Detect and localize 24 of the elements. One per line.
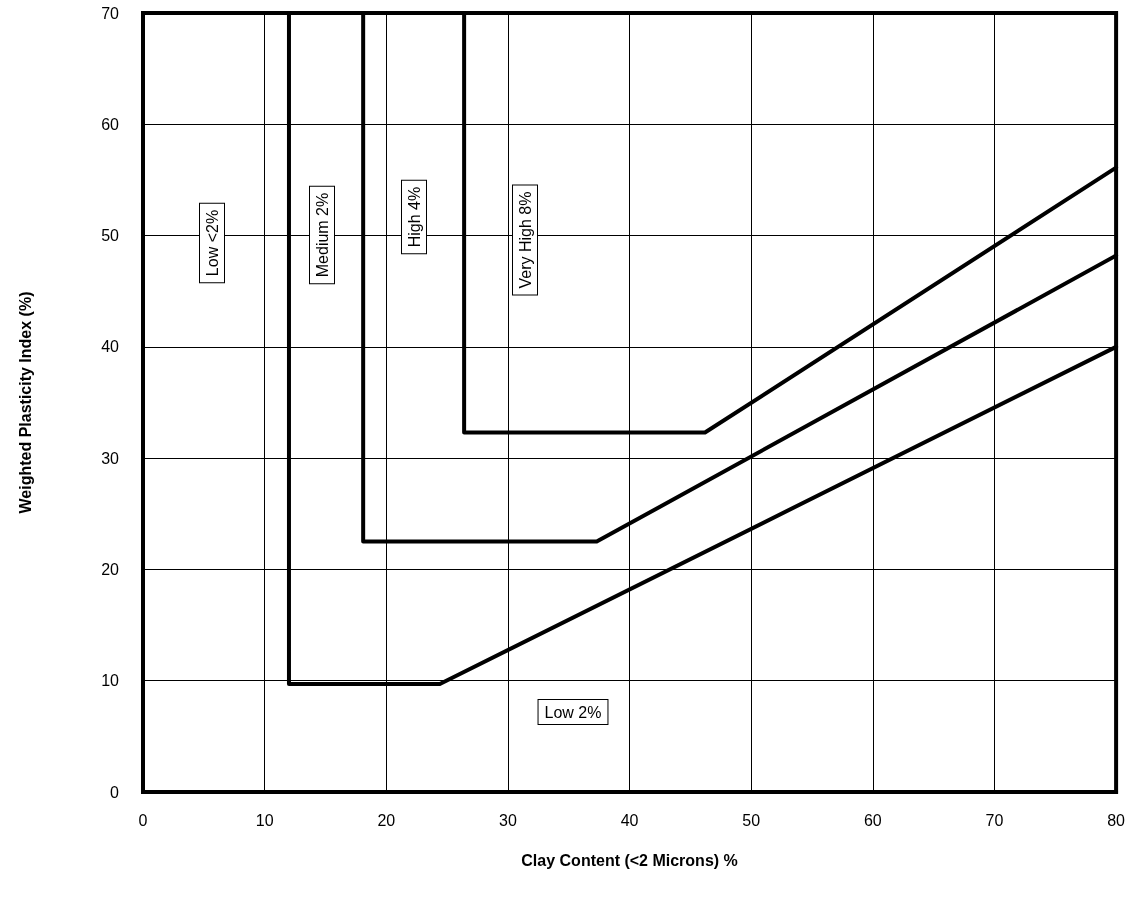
- annotation: Low 2%: [544, 703, 602, 721]
- y-tick-label: 30: [101, 449, 120, 467]
- y-tick-label: 0: [110, 783, 120, 801]
- annotation: Very High 8%: [516, 191, 534, 289]
- x-axis-title: Clay Content (<2 Microns) %: [521, 851, 738, 869]
- annotation: Medium 2%: [313, 192, 331, 278]
- x-tick-label: 10: [255, 811, 274, 829]
- y-tick-label: 60: [101, 115, 120, 133]
- y-tick-label: 20: [101, 560, 120, 578]
- x-tick-label: 0: [138, 811, 148, 829]
- x-tick-label: 60: [863, 811, 882, 829]
- x-tick-label: 80: [1107, 811, 1126, 829]
- y-tick-label: 40: [101, 338, 120, 356]
- x-tick-label: 20: [377, 811, 396, 829]
- y-tick-label: 10: [101, 672, 120, 690]
- y-tick-label: 70: [101, 4, 120, 22]
- annotation: Low <2%: [203, 209, 221, 277]
- x-tick-label: 50: [742, 811, 761, 829]
- x-tick-label: 30: [499, 811, 517, 829]
- x-tick-label: 70: [985, 811, 1004, 829]
- x-tick-label: 40: [620, 811, 639, 829]
- y-tick-label: 50: [101, 227, 120, 245]
- annotation: High 4%: [405, 186, 423, 248]
- y-axis-title: Weighted Plasticity Index (%): [16, 291, 34, 514]
